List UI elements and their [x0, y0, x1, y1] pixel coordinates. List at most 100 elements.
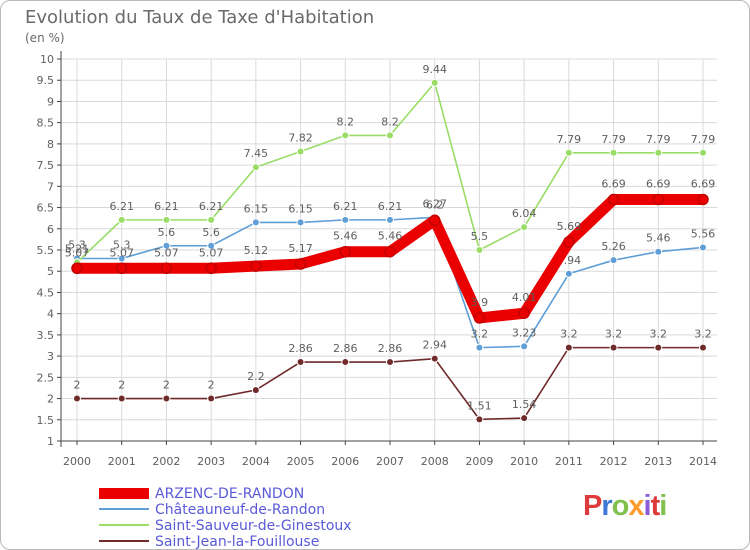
- data-point: [654, 148, 663, 157]
- data-point: [652, 193, 665, 206]
- data-label: 6.69: [601, 177, 626, 190]
- legend-item-saint-jean: Saint-Jean-la-Fouillouse: [99, 534, 399, 549]
- proxiti-logo: Proxiti: [583, 490, 667, 523]
- data-label: 3.23: [512, 326, 537, 339]
- data-label: 5.6: [158, 226, 176, 239]
- data-label: 2: [74, 379, 81, 392]
- series-0: 5.07 5.07 5.07 5.07 5.12 5.17 5.46 5.46 6.2 3.9 4.…: [65, 177, 715, 324]
- legend-item-arzenc: ARZENC-DE-RANDON: [99, 486, 399, 502]
- data-label: 5.46: [646, 232, 671, 245]
- data-point: [520, 342, 529, 351]
- data-point: [296, 218, 305, 227]
- data-label: 5.12: [244, 244, 269, 257]
- x-tick-label: 2012: [600, 455, 628, 468]
- legend-swatch-chateauneuf: [99, 508, 149, 510]
- logo-letter-p: P: [583, 490, 602, 522]
- data-label: 6.2: [426, 198, 444, 211]
- data-point: [518, 307, 530, 319]
- y-tick-label: 3.5: [37, 329, 55, 342]
- data-label: 6.21: [154, 200, 179, 213]
- data-label: 5.3: [113, 238, 131, 251]
- data-point: [117, 254, 126, 263]
- data-label: 5.6: [202, 226, 220, 239]
- y-tick-label: 9.5: [37, 74, 55, 87]
- data-point: [697, 193, 709, 206]
- data-point: [609, 256, 618, 265]
- data-label: 5.07: [109, 246, 134, 259]
- data-label: 5.5: [471, 230, 489, 243]
- data-label: 3.2: [605, 328, 623, 341]
- x-tick-label: 2002: [152, 455, 180, 468]
- legend-item-saint-sauveur: Saint-Sauveur-de-Ginestoux: [99, 518, 399, 534]
- data-label: 5.69: [557, 220, 582, 233]
- x-tick-label: 2001: [108, 455, 136, 468]
- y-tick-label: 1.5: [37, 414, 55, 427]
- data-label: 2.86: [288, 342, 313, 355]
- data-point: [475, 415, 484, 424]
- data-label: 6.21: [109, 200, 134, 213]
- y-tick-label: 2.5: [37, 371, 55, 384]
- data-point: [473, 312, 486, 324]
- data-label: 7.79: [557, 133, 582, 146]
- data-label: 6.15: [244, 202, 269, 215]
- legend-swatch-arzenc: [99, 488, 149, 499]
- data-point: [386, 215, 394, 224]
- data-point: [430, 354, 439, 363]
- data-label: 2: [118, 379, 125, 392]
- data-point: [563, 236, 575, 248]
- data-point: [251, 163, 260, 172]
- data-point: [475, 246, 484, 254]
- series-1: 5.3 5.3 5.6 5.6 6.15 6.15 6.21 6.21 6.27 3.2 3.23 4…: [68, 197, 715, 352]
- data-point: [207, 394, 216, 403]
- data-point: [71, 262, 83, 275]
- grid-lines: [61, 58, 717, 442]
- data-point: [607, 193, 620, 206]
- data-label: 1.54: [512, 398, 537, 411]
- data-label: 3.9: [471, 296, 489, 309]
- data-point: [428, 214, 441, 227]
- data-label: 2: [163, 379, 170, 392]
- data-point: [160, 262, 173, 275]
- data-point: [654, 343, 663, 352]
- data-point: [341, 215, 350, 224]
- series-2: 5.21 6.21 6.21 6.21 7.45 7.82 8.2 8.2 9.44 5.5 6.0…: [65, 63, 715, 267]
- data-label: 6.27: [422, 197, 447, 210]
- data-point: [73, 394, 81, 403]
- data-label: 8.2: [337, 115, 355, 128]
- y-tick-label: 6: [47, 223, 54, 236]
- x-tick-label: 2008: [421, 455, 449, 468]
- data-label: 3.2: [560, 328, 578, 341]
- data-point: [205, 262, 217, 275]
- data-point: [251, 218, 260, 227]
- x-tick-label: 2014: [689, 455, 717, 468]
- data-point: [699, 343, 707, 352]
- y-tick-label: 8.5: [37, 117, 55, 130]
- x-tick-label: 2006: [331, 455, 359, 468]
- x-tick-label: 2004: [242, 455, 270, 468]
- data-label: 5.07: [199, 246, 224, 259]
- x-tick-label: 2007: [376, 455, 404, 468]
- legend-label-saint-sauveur: Saint-Sauveur-de-Ginestoux: [155, 518, 352, 534]
- data-label: 7.79: [601, 133, 626, 146]
- data-point: [609, 148, 618, 157]
- x-tick-labels: 2000 2001 2002 2003 2004 2005 2006 2007 2008 2009…: [63, 441, 717, 468]
- data-point: [207, 215, 216, 224]
- y-tick-label: 2: [47, 393, 54, 406]
- data-point: [341, 358, 350, 367]
- y-tick-label: 3: [47, 350, 54, 363]
- data-point: [162, 241, 171, 250]
- chart-title: Evolution du Taux de Taxe d'Habitation: [25, 7, 375, 28]
- data-label: 6.15: [288, 202, 313, 215]
- data-label: 5.07: [154, 246, 179, 259]
- data-label: 5.21: [65, 242, 90, 255]
- data-label: 6.69: [646, 177, 671, 190]
- legend-swatch-saint-sauveur: [99, 524, 149, 526]
- data-label: 6.21: [199, 200, 224, 213]
- data-point: [654, 247, 663, 256]
- x-tick-label: 2011: [555, 455, 583, 468]
- logo-letter-t: t: [650, 490, 661, 522]
- data-point: [296, 147, 305, 156]
- data-label: 6.21: [333, 200, 358, 213]
- data-label: 2: [208, 379, 215, 392]
